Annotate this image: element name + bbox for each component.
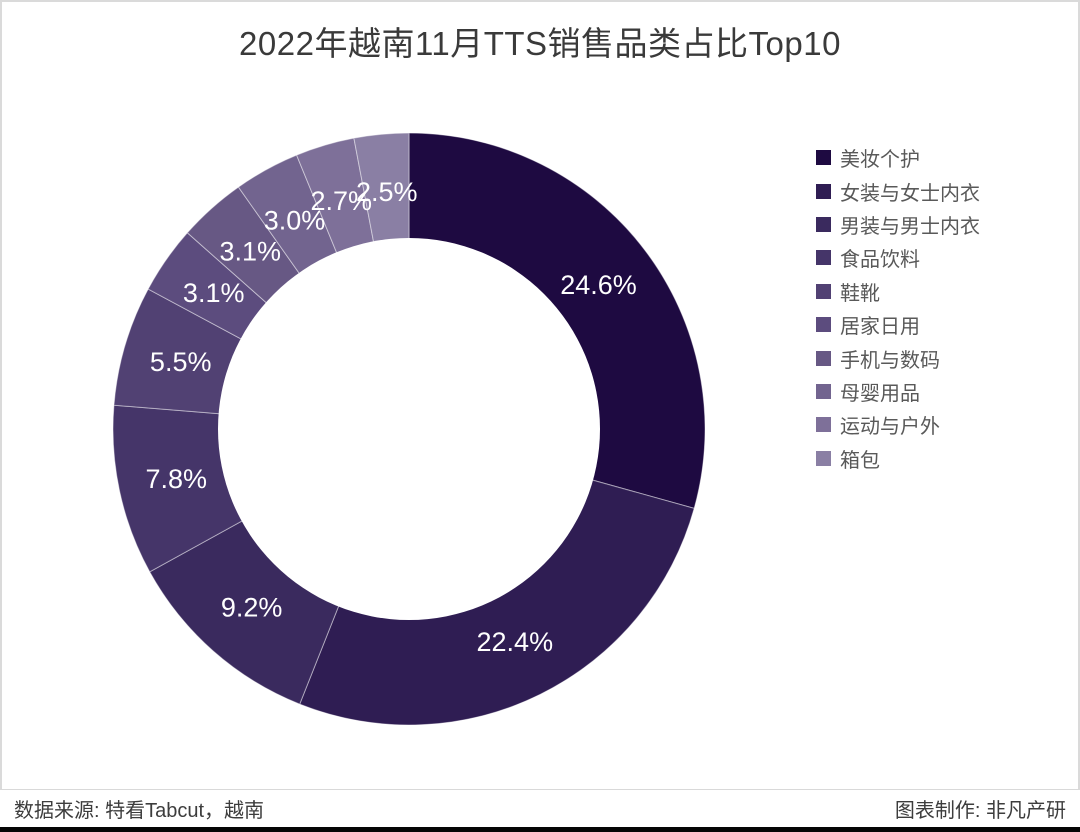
- legend-swatch-icon: [816, 216, 831, 232]
- chart-legend: 美妆个护女装与女士内衣 男装与男士内衣 食品饮料鞋靴居家日用手机与数码母婴用品运动与…: [816, 141, 980, 475]
- legend-label: 运动与户外: [840, 416, 940, 439]
- pie-slice-label-5: 5.5%: [150, 347, 212, 377]
- legend-swatch-icon: [816, 150, 831, 166]
- legend-label: 女装与女士内衣: [840, 182, 980, 205]
- legend-item: 运动与户外: [816, 408, 980, 441]
- footer: 数据来源: 特看Tabcut，越南 图表制作: 非凡产研: [0, 790, 1080, 827]
- pie-slice-label-1: 24.6%: [560, 270, 637, 300]
- pie-slice-label-7: 3.1%: [220, 237, 282, 267]
- legend-label: 母婴用品: [840, 382, 920, 405]
- legend-item: 男装与男士内衣: [816, 208, 980, 241]
- legend-label: 箱包: [840, 449, 880, 472]
- page-title: 2022年越南11月TTS销售品类占比Top10: [239, 25, 841, 62]
- legend-swatch-icon: [816, 383, 831, 399]
- legend-swatch-icon: [816, 317, 831, 333]
- pie-slice-label-9: 2.7%: [311, 186, 373, 216]
- legend-label: 手机与数码: [840, 349, 940, 372]
- pie-slice-label-3: 9.2%: [221, 593, 283, 623]
- legend-label: 食品饮料: [840, 249, 920, 272]
- pie-slice-label-8: 3.0%: [264, 205, 326, 235]
- data-source-label: 数据来源: 特看Tabcut，越南: [14, 800, 265, 822]
- donut-chart: 24.6%22.4%9.2%7.8%5.5%3.1%3.1%3.0%2.7%2.…: [112, 132, 706, 726]
- pie-slice-label-4: 7.8%: [146, 464, 208, 494]
- legend-item: 食品饮料: [816, 241, 980, 274]
- legend-label: 鞋靴: [840, 282, 880, 305]
- legend-label: 居家日用: [840, 316, 920, 339]
- pie-slice-label-6: 3.1%: [183, 278, 245, 308]
- donut-hole: [218, 238, 600, 620]
- legend-swatch-icon: [816, 350, 831, 366]
- legend-label: 男装与男士内衣: [840, 215, 980, 238]
- bottom-bar: [0, 827, 1080, 832]
- legend-swatch-icon: [816, 183, 831, 199]
- legend-swatch-icon: [816, 450, 831, 466]
- legend-swatch-icon: [816, 417, 831, 433]
- pie-slice-label-10: 2.5%: [356, 177, 418, 207]
- legend-swatch-icon: [816, 250, 831, 266]
- legend-item: 居家日用: [816, 308, 980, 341]
- chart-panel: 2022年越南11月TTS销售品类占比Top10 24.6% 22.4% 9.2% 7…: [0, 0, 1080, 790]
- legend-item: 鞋靴: [816, 275, 980, 308]
- legend-label: 美妆个护: [840, 149, 920, 172]
- legend-item: 手机与数码: [816, 341, 980, 374]
- legend-item: 女装与女士内衣: [816, 174, 980, 207]
- legend-swatch-icon: [816, 283, 831, 299]
- legend-item: 箱包: [816, 442, 980, 475]
- legend-item: 美妆个护: [816, 141, 980, 174]
- credit-label: 图表制作: 非凡产研: [894, 800, 1066, 822]
- legend-item: 母婴用品: [816, 375, 980, 408]
- pie-slice-label-2: 22.4%: [477, 627, 554, 657]
